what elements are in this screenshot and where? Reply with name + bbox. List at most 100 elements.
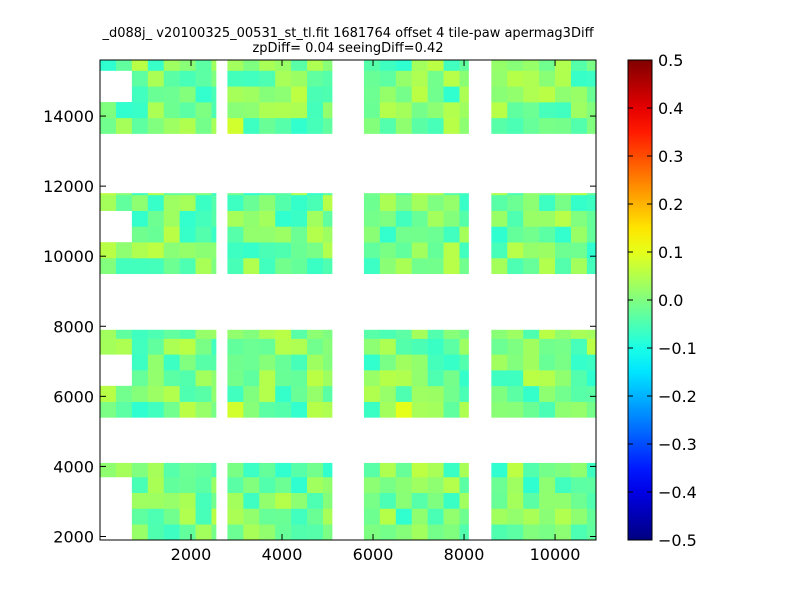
heatmap-cell [131,210,149,227]
heatmap-cell [131,524,149,540]
heatmap-cell [570,370,588,387]
heatmap-cell [227,476,244,494]
heatmap-cell [100,117,117,134]
heatmap-cell [491,210,508,227]
heatmap-cell [555,524,572,540]
heatmap-cell [211,401,217,418]
heatmap-cell [243,210,260,227]
heatmap-cell [555,193,572,196]
x-tick-label: 6000 [353,545,394,564]
heatmap-cell [379,194,397,211]
heatmap-cell [507,226,524,243]
heatmap-cell [539,70,556,87]
heatmap-cell [179,226,196,243]
y-tick-label: 14000 [43,107,94,126]
heatmap-cell [539,193,556,196]
heatmap-cell [586,226,596,243]
heatmap-cell [322,242,333,259]
heatmap-cell [275,476,292,494]
heatmap-cell [147,401,165,418]
heatmap-cell [363,194,381,211]
heatmap-cell [507,70,524,87]
heatmap-cell [115,462,133,478]
heatmap-cell [259,508,276,525]
heatmap-cell [427,102,444,119]
heatmap-cell [379,476,397,494]
heatmap-cell [427,194,444,211]
heatmap-cell [291,524,308,540]
heatmap-cell [227,193,244,196]
heatmap-cell [586,102,596,119]
heatmap-cell [163,370,180,387]
heatmap-cell [163,193,180,196]
heatmap-cell [363,508,381,525]
heatmap-cell [379,492,397,509]
heatmap-cell [307,60,324,71]
heatmap-cell [195,226,212,243]
heatmap-cell [586,70,596,87]
heatmap-cell [491,462,508,478]
heatmap-cell [259,226,276,243]
heatmap-cell [459,524,469,540]
colorbar-tick-label: −0.3 [658,435,697,454]
heatmap-cell [539,508,556,525]
heatmap-cell [411,60,428,71]
heatmap-cell [539,401,556,418]
heatmap-cell [363,193,381,196]
heatmap-cell [555,401,572,418]
heatmap-cell [227,385,244,402]
heatmap-cell [227,524,244,540]
heatmap-cell [539,226,556,243]
heatmap-cell [243,354,260,371]
heatmap-cell [275,329,292,339]
heatmap-cell [307,193,324,196]
heatmap-cell [243,117,260,134]
heatmap-cell [275,338,292,355]
heatmap-cell [211,476,217,494]
heatmap-cell [491,70,508,87]
heatmap-cell [459,385,469,402]
heatmap-cell [570,242,588,259]
heatmap-cell [427,86,444,103]
heatmap-cell [491,370,508,387]
heatmap-cell [523,338,540,355]
heatmap-cell [307,401,324,418]
heatmap-cell [322,193,333,196]
heatmap-cell [115,117,133,134]
heatmap-cell [227,257,244,275]
heatmap-cell [539,117,556,134]
heatmap-cell [275,508,292,525]
heatmap-cell [586,257,596,275]
heatmap-cell [211,210,217,227]
heatmap-cell [491,226,508,243]
heatmap-cell [570,508,588,525]
heatmap-cell [379,210,397,227]
heatmap-cell [322,194,333,211]
heatmap-cell [147,226,165,243]
heatmap-cell [411,508,428,525]
heatmap-cell [555,476,572,494]
heatmap-cell [555,194,572,211]
heatmap-cell [523,193,540,196]
heatmap-cell [395,194,413,211]
heatmap-cell [395,60,413,71]
heatmap-cell [395,117,413,134]
heatmap-cell [131,329,149,339]
heatmap-cell [443,492,460,509]
colorbar-ticks: 0.5 0.4 0.3 0.2 0.1 0.0 −0.1 −0.2 −0.3 −0.4 −0.5 [628,51,697,550]
heatmap-cell [586,242,596,259]
heatmap-cell [275,354,292,371]
heatmap-cell [147,242,165,259]
heatmap-cell [363,329,381,339]
heatmap-cell [586,193,596,196]
heatmap-cell [291,354,308,371]
heatmap-cell [395,193,413,196]
heatmap-cell [227,70,244,87]
heatmap-cell [395,354,413,371]
heatmap-cell [427,524,444,540]
heatmap-cell [291,210,308,227]
heatmap-cell [427,226,444,243]
heatmap-cell [555,86,572,103]
heatmap-cell [243,194,260,211]
